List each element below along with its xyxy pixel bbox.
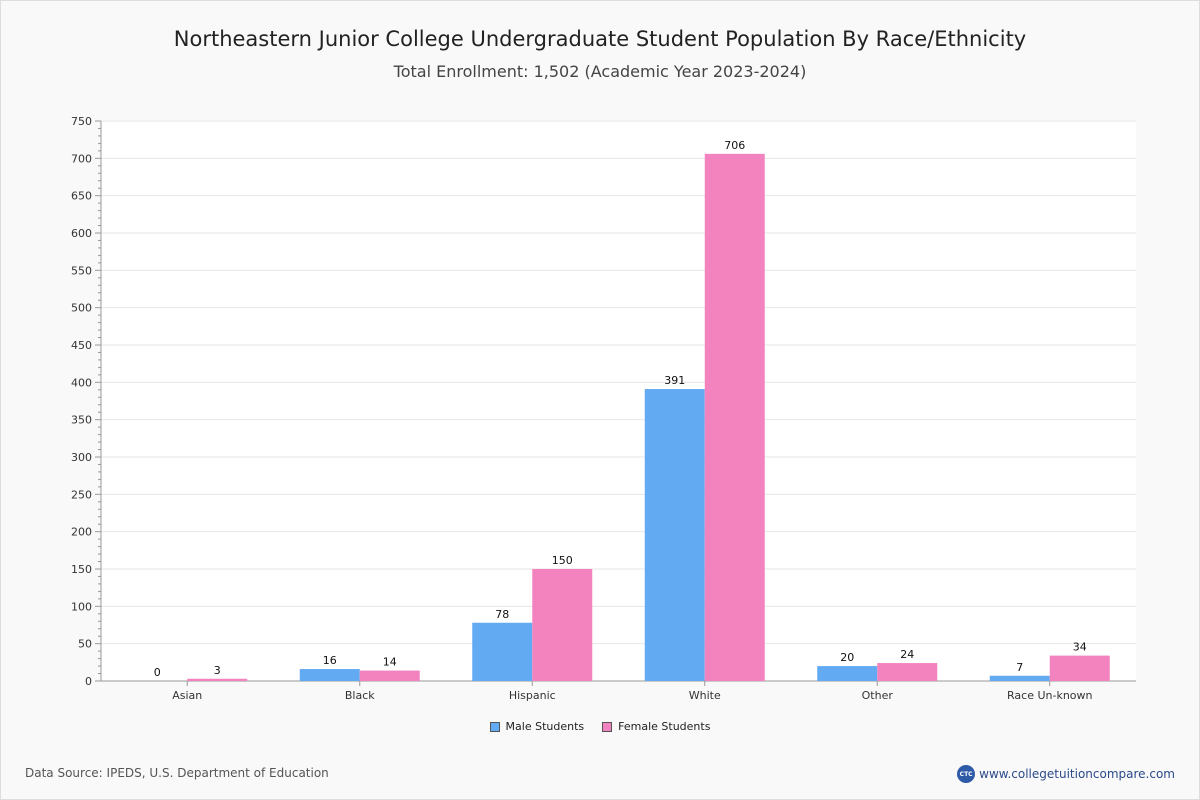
- y-tick-label: 50: [78, 638, 92, 651]
- female-swatch: [602, 721, 613, 732]
- y-tick-label: 550: [71, 264, 92, 277]
- ctc-logo-icon: CTC: [957, 765, 976, 783]
- y-tick-label: 300: [71, 451, 92, 464]
- data-label-female: 14: [383, 656, 397, 669]
- data-label-male: 78: [495, 608, 509, 621]
- bar-female: [359, 670, 420, 681]
- chart-subtitle: Total Enrollment: 1,502 (Academic Year 2…: [393, 62, 807, 81]
- bar-female: [187, 678, 248, 681]
- bar-male: [644, 389, 705, 681]
- brand-url: www.collegetuitioncompare.com: [979, 767, 1175, 781]
- x-tick-label: Asian: [172, 689, 202, 702]
- bar-male: [472, 622, 533, 681]
- y-tick-label: 600: [71, 227, 92, 240]
- bar-male: [817, 666, 878, 681]
- data-label-female: 150: [552, 554, 573, 567]
- y-tick-label: 200: [71, 526, 92, 539]
- legend-label-male: Male Students: [505, 720, 585, 733]
- x-tick-label: Other: [862, 689, 894, 702]
- y-tick-label: 250: [71, 488, 92, 501]
- data-label-male: 20: [840, 651, 854, 664]
- legend-item-male[interactable]: Male Students: [489, 720, 585, 733]
- chart-title: Northeastern Junior College Undergraduat…: [173, 27, 1027, 51]
- bar-male: [299, 669, 360, 681]
- data-label-female: 3: [214, 664, 221, 677]
- bar-male: [989, 675, 1050, 681]
- data-label-female: 706: [724, 139, 745, 152]
- y-tick-label: 650: [71, 190, 92, 203]
- data-label-male: 391: [664, 374, 685, 387]
- bar-female: [704, 153, 765, 681]
- legend-item-female[interactable]: Female Students: [602, 720, 710, 733]
- data-source: Data Source: IPEDS, U.S. Department of E…: [25, 766, 329, 780]
- y-tick-label: 750: [71, 115, 92, 128]
- data-label-male: 0: [154, 666, 161, 679]
- male-swatch: [489, 721, 500, 732]
- y-tick-label: 100: [71, 600, 92, 613]
- y-tick-label: 450: [71, 339, 92, 352]
- bar-female: [1049, 655, 1110, 681]
- legend-label-female: Female Students: [618, 720, 711, 733]
- data-label-male: 7: [1016, 661, 1023, 674]
- x-tick-label: White: [689, 689, 721, 702]
- y-tick-label: 700: [71, 152, 92, 165]
- y-tick-label: 500: [71, 302, 92, 315]
- y-tick-label: 150: [71, 563, 92, 576]
- y-tick-label: 350: [71, 414, 92, 427]
- legend: Male Students Female Students: [1, 720, 1199, 733]
- y-tick-label: 400: [71, 376, 92, 389]
- data-label-female: 24: [900, 648, 914, 661]
- data-label-female: 34: [1073, 641, 1087, 654]
- bar-female: [532, 569, 593, 681]
- brand-link[interactable]: CTC www.collegetuitioncompare.com: [957, 765, 1175, 783]
- x-tick-label: Black: [345, 689, 375, 702]
- x-tick-label: Hispanic: [509, 689, 556, 702]
- y-tick-label: 0: [85, 675, 92, 688]
- plot-area: [101, 121, 1136, 681]
- x-tick-label: Race Un-known: [1007, 689, 1093, 702]
- bar-female: [877, 663, 938, 681]
- data-label-male: 16: [323, 654, 337, 667]
